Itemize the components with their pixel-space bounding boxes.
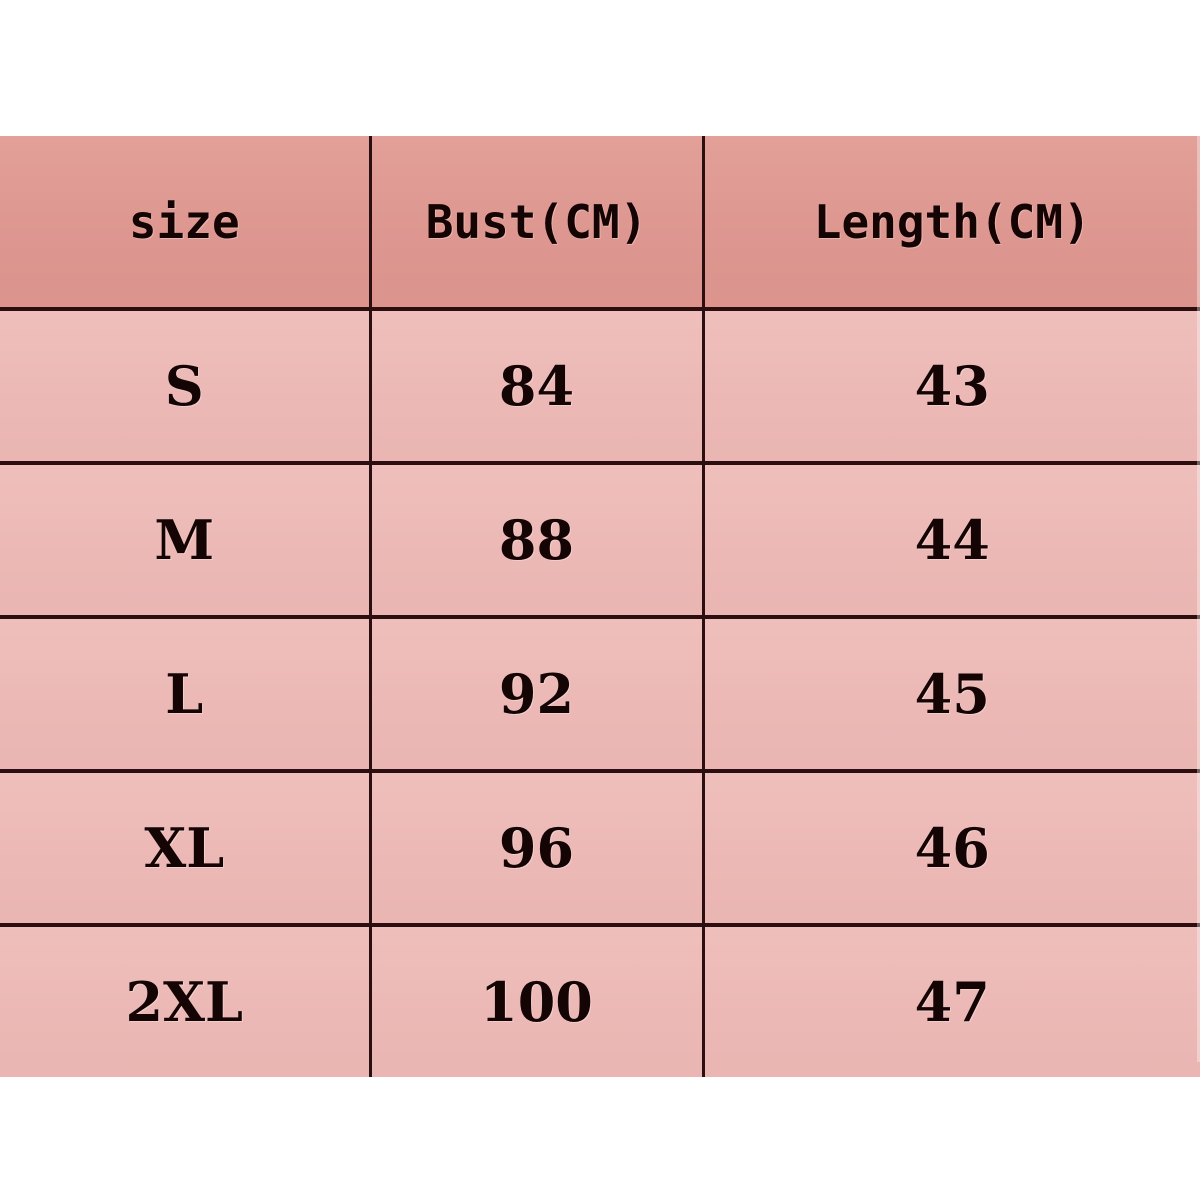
cell-size: 2XL xyxy=(0,925,372,1077)
table-row: S 84 43 xyxy=(0,309,1200,465)
table-row: L 92 45 xyxy=(0,617,1200,773)
table-row: M 88 44 xyxy=(0,463,1200,619)
cell-bust: 100 xyxy=(370,925,705,1077)
table-row: XL 96 46 xyxy=(0,771,1200,927)
column-header-bust: Bust(CM) xyxy=(370,136,705,311)
table-header: size Bust(CM) Length(CM) xyxy=(0,136,1200,311)
cell-length: 45 xyxy=(703,617,1200,773)
cell-length: 43 xyxy=(703,309,1200,465)
cell-bust: 84 xyxy=(370,309,705,465)
column-header-length: Length(CM) xyxy=(703,136,1200,311)
cell-bust: 96 xyxy=(370,771,705,927)
cell-size: XL xyxy=(0,771,372,927)
cell-size: S xyxy=(0,309,372,465)
cell-bust: 88 xyxy=(370,463,705,619)
table-row: 2XL 100 47 xyxy=(0,925,1200,1077)
table-header-row: size Bust(CM) Length(CM) xyxy=(0,136,1200,311)
column-header-size: size xyxy=(0,136,372,311)
cell-bust: 92 xyxy=(370,617,705,773)
cell-length: 44 xyxy=(703,463,1200,619)
cell-size: M xyxy=(0,463,372,619)
cell-length: 46 xyxy=(703,771,1200,927)
size-chart-table: size Bust(CM) Length(CM) S 84 43 M 88 44… xyxy=(0,136,1200,1077)
cell-size: L xyxy=(0,617,372,773)
cell-length: 47 xyxy=(914,970,990,1034)
table-body: S 84 43 M 88 44 L 92 45 XL 96 46 2XL 100 xyxy=(0,309,1200,1077)
